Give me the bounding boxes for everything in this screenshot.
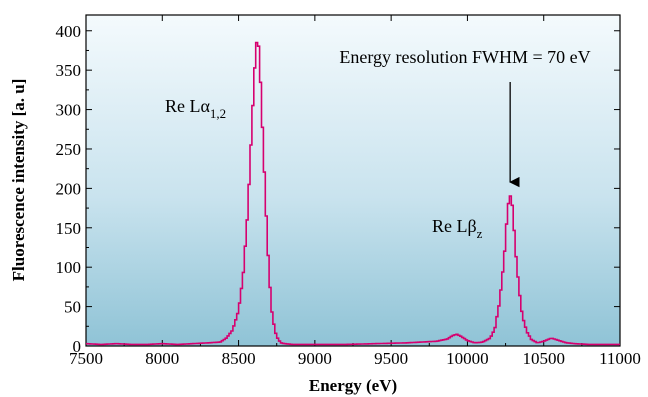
peak-label-re-l-beta-main: Re Lβ [432,216,477,236]
y-tick-label: 50 [64,298,81,317]
y-tick-label: 400 [56,22,82,41]
peak-label-re-l-beta: Re Lβz [432,216,483,241]
x-tick-label: 8000 [145,349,179,368]
x-tick-label: 10000 [446,349,489,368]
peak-label-re-l-beta-sub: z [477,226,483,241]
x-tick-label: 9500 [374,349,408,368]
peak-label-re-l-alpha-sub: 1,2 [210,106,226,121]
axes: 7500 8000 8500 9000 9500 10000 10500 11000 0 50 10… [56,15,641,368]
x-tick-label: 11000 [599,349,641,368]
spectrum-line [86,41,620,346]
y-tick-label: 0 [73,337,82,356]
y-tick-label: 100 [56,258,82,277]
x-tick-label: 9000 [298,349,332,368]
peak-label-re-l-alpha-main: Re Lα [165,96,210,116]
y-tick-label: 200 [56,179,82,198]
x-tick-label: 10500 [522,349,565,368]
y-axis-label: Fluorescence intensity [a. u] [9,79,28,282]
y-tick-label: 350 [56,61,82,80]
peak-label-re-l-alpha: Re Lα1,2 [165,96,226,121]
y-tick-label: 150 [56,219,82,238]
x-tick-label: 7500 [69,349,103,368]
y-tick-label: 250 [56,140,82,159]
x-axis-label: Energy (eV) [309,376,397,395]
resolution-annotation: Energy resolution FWHM = 70 eV [339,47,590,67]
plot-area [85,14,621,347]
y-tick-label: 300 [56,101,82,120]
x-tick-label: 8500 [222,349,256,368]
